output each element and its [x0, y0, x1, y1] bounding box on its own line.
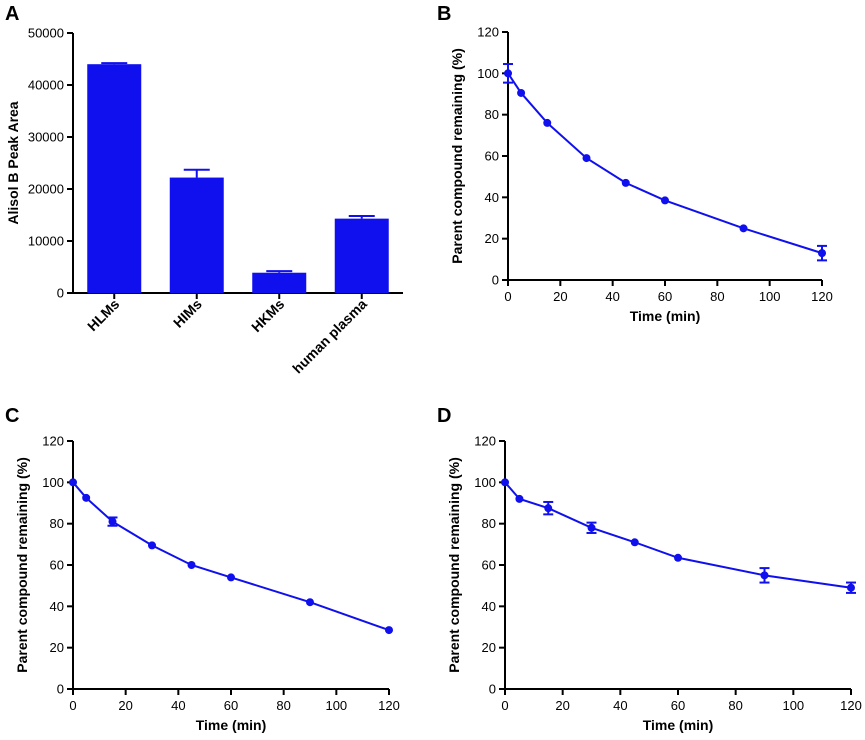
data-point — [739, 224, 748, 233]
x-tick-label: 120 — [378, 698, 400, 713]
x-tick-label: HKMs — [248, 296, 288, 336]
panel-letter: B — [437, 3, 451, 25]
data-point — [543, 118, 552, 127]
x-tick-label: HLMs — [84, 296, 122, 334]
y-axis-title: Alisol B Peak Area — [5, 101, 21, 224]
y-tick-label: 0 — [57, 286, 64, 301]
y-axis-title: Parent compound remaining (%) — [449, 48, 465, 263]
panel-letter: A — [5, 3, 19, 25]
x-tick-label: HIMs — [170, 296, 205, 331]
series-line — [507, 72, 823, 255]
x-tick-label: 100 — [759, 289, 781, 304]
panel-letter: D — [437, 405, 451, 427]
y-tick-label: 40000 — [28, 78, 64, 93]
x-tick-label: 20 — [118, 698, 132, 713]
y-tick-label: 0 — [492, 273, 499, 288]
y-tick-label: 50000 — [28, 26, 64, 41]
data-point — [501, 478, 509, 487]
y-tick-label: 100 — [474, 475, 496, 490]
x-tick-label: 80 — [276, 698, 290, 713]
bar — [87, 64, 142, 293]
x-tick-label: 0 — [504, 289, 511, 304]
data-point — [630, 538, 639, 547]
data-point — [306, 598, 314, 607]
data-point — [227, 573, 235, 582]
data-point — [582, 154, 591, 163]
panel-letter: C — [5, 405, 19, 427]
series-line — [72, 481, 390, 632]
data-point — [515, 494, 524, 503]
data-point — [504, 69, 512, 78]
y-tick-label: 30000 — [28, 130, 64, 145]
y-tick-label: 120 — [42, 434, 64, 449]
data-point — [760, 571, 769, 580]
y-tick-label: 80 — [50, 516, 64, 531]
x-tick-label: 20 — [553, 289, 567, 304]
panel-a: A 0 10000 20000 30000 40000 50000 Alisol B Peak… — [5, 3, 403, 376]
panel-d: D 0 20 40 60 80 100 120 0 20 40 60 80 100 120 Time (min… — [437, 405, 862, 733]
x-tick-label: 60 — [658, 289, 672, 304]
x-tick-label: 60 — [671, 698, 685, 713]
y-tick-label: 80 — [485, 107, 499, 122]
x-tick-label: 40 — [605, 289, 619, 304]
x-tick-label: 120 — [811, 289, 833, 304]
y-tick-label: 120 — [477, 25, 499, 40]
y-tick-label: 40 — [485, 190, 499, 205]
x-tick-label: 80 — [710, 289, 724, 304]
y-tick-label: 80 — [482, 516, 496, 531]
y-tick-label: 40 — [482, 599, 496, 614]
y-tick-label: 100 — [42, 475, 64, 490]
x-tick-label: 60 — [224, 698, 238, 713]
y-tick-label: 20 — [50, 640, 64, 655]
data-point — [69, 478, 77, 487]
x-tick-label: 120 — [840, 698, 862, 713]
y-tick-label: 20 — [482, 640, 496, 655]
y-tick-label: 0 — [489, 682, 496, 697]
data-point — [661, 196, 669, 205]
y-tick-label: 100 — [477, 66, 499, 81]
x-tick-label: 40 — [613, 698, 627, 713]
bar — [252, 272, 307, 293]
data-point — [385, 626, 393, 635]
x-tick-label: human plasma — [289, 296, 370, 377]
x-tick-label: 80 — [728, 698, 742, 713]
y-tick-label: 10000 — [28, 234, 64, 249]
x-axis-title: Time (min) — [196, 717, 267, 733]
y-tick-label: 120 — [474, 434, 496, 449]
data-point — [587, 523, 596, 532]
data-point — [148, 541, 156, 550]
x-tick-label: 20 — [555, 698, 569, 713]
data-point — [818, 249, 826, 258]
y-tick-label: 0 — [57, 682, 64, 697]
y-tick-label: 60 — [50, 558, 64, 573]
bar — [169, 177, 224, 293]
series-line — [504, 481, 852, 589]
y-axis-title: Parent compound remaining (%) — [14, 457, 30, 672]
panel-b: B 0 20 40 60 80 100 120 0 20 40 60 80 100 120 Time (min… — [437, 3, 833, 324]
y-tick-label: 60 — [485, 149, 499, 164]
x-tick-label: 100 — [325, 698, 347, 713]
y-tick-label: 60 — [482, 558, 496, 573]
y-tick-label: 20000 — [28, 182, 64, 197]
data-point — [517, 88, 526, 97]
x-tick-label: 0 — [501, 698, 508, 713]
data-point — [847, 583, 855, 592]
x-axis-title: Time (min) — [643, 717, 714, 733]
data-point — [108, 517, 117, 526]
y-axis-title: Parent compound remaining (%) — [446, 457, 462, 672]
y-tick-label: 40 — [50, 599, 64, 614]
x-tick-label: 40 — [171, 698, 185, 713]
data-point — [82, 493, 91, 502]
panel-c: C 0 20 40 60 80 100 120 0 20 40 60 80 100 120 Time (min… — [5, 405, 400, 733]
data-point — [621, 178, 630, 187]
y-tick-label: 20 — [485, 231, 499, 246]
x-tick-label: 0 — [69, 698, 76, 713]
x-axis-title: Time (min) — [630, 308, 701, 324]
data-point — [674, 553, 682, 562]
x-tick-label: 100 — [782, 698, 804, 713]
data-point — [187, 561, 196, 569]
bar — [334, 218, 389, 293]
data-point — [544, 504, 553, 513]
